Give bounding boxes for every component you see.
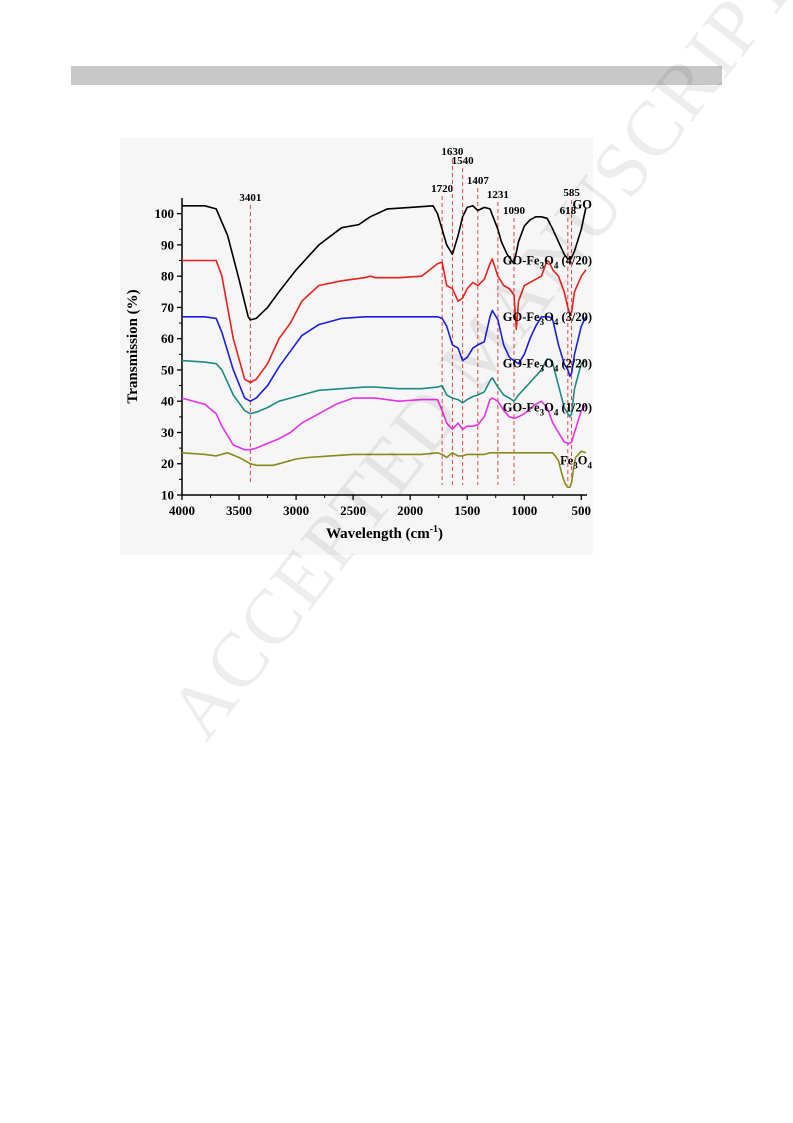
peak-label: 1407 xyxy=(467,175,490,187)
series-label: GO-Fe3O4 (4/20) xyxy=(503,254,592,271)
series-label: GO xyxy=(573,197,593,211)
y-tick-label: 70 xyxy=(161,300,174,315)
peak-label: 618 xyxy=(560,205,577,217)
y-tick-label: 90 xyxy=(161,237,174,252)
peak-label: 1090 xyxy=(503,205,526,217)
y-tick-label: 80 xyxy=(161,269,174,284)
series-line xyxy=(182,205,587,321)
series-label: GO-Fe3O4 (1/20) xyxy=(503,400,592,417)
y-tick-label: 40 xyxy=(161,394,174,409)
x-tick-label: 1500 xyxy=(454,503,480,518)
x-tick-label: 500 xyxy=(572,503,592,518)
series-line xyxy=(182,258,587,384)
x-tick-label: 2000 xyxy=(397,503,423,518)
series-line xyxy=(181,397,587,451)
x-tick-label: 1000 xyxy=(511,503,537,518)
series-label: Fe3O4 xyxy=(560,454,592,471)
x-axis-label: Wavelength (cm-1) xyxy=(326,524,443,542)
series-line xyxy=(181,358,587,418)
header-bar xyxy=(71,66,722,85)
series-label: GO-Fe3O4 (2/20) xyxy=(503,357,592,374)
y-tick-label: 50 xyxy=(161,362,174,377)
y-tick-label: 100 xyxy=(155,206,175,221)
peak-label: 585 xyxy=(563,187,580,199)
series-label: GO-Fe3O4 (3/20) xyxy=(503,310,592,327)
x-tick-label: 4000 xyxy=(169,503,195,518)
y-tick-label: 30 xyxy=(161,425,174,440)
ftir-chart: 10 20 30 40 50 60 70 80 90 100 4000 3500 3000 2500 200… xyxy=(125,146,593,542)
y-tick-label: 60 xyxy=(161,331,174,346)
x-tick-label: 2500 xyxy=(340,503,366,518)
y-tick-label: 20 xyxy=(161,456,174,471)
peak-label: 1630 xyxy=(441,146,464,158)
peak-label: 1720 xyxy=(431,183,454,195)
ftir-figure: 10 20 30 40 50 60 70 80 90 100 4000 3500 3000 2500 200… xyxy=(120,138,593,555)
y-tick-label: 10 xyxy=(161,488,174,503)
x-tick-label: 3000 xyxy=(283,503,309,518)
peak-label: 3401 xyxy=(239,192,261,204)
series-line xyxy=(181,450,587,489)
y-axis-label: Transmission (%) xyxy=(125,289,141,403)
peak-label: 1540 xyxy=(452,155,475,167)
series-line xyxy=(182,309,587,403)
peak-label: 1231 xyxy=(487,189,509,201)
x-tick-label: 3500 xyxy=(226,503,252,518)
